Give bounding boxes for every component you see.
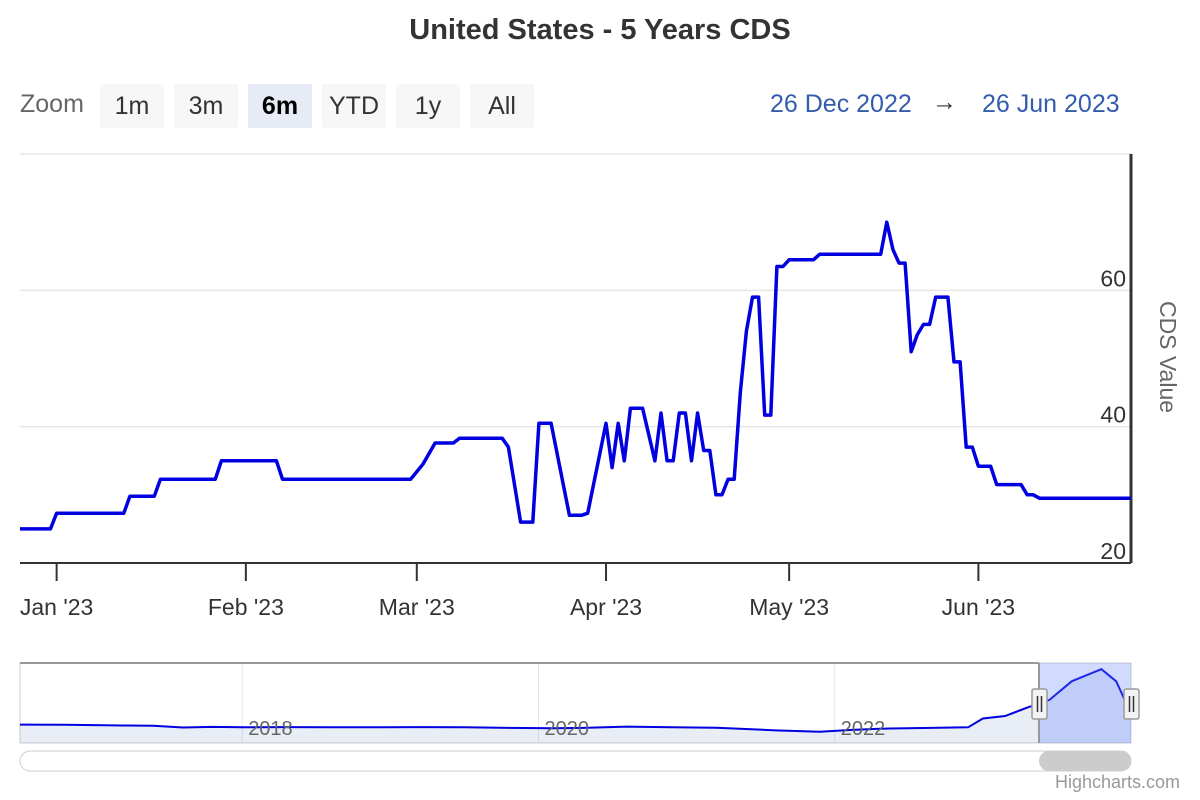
navigator-labels: 2018 2020 2022 — [248, 718, 885, 740]
y-axis-ticks: 20 40 60 — [1100, 265, 1126, 564]
navigator-outline — [19, 662, 1132, 744]
zoom-6m-button[interactable]: 6m — [248, 84, 312, 128]
x-tick-label: Jun '23 — [942, 594, 1015, 620]
grid-lines — [20, 153, 1131, 428]
x-tick-label: Apr '23 — [570, 594, 642, 620]
x-tick-label: Mar '23 — [379, 594, 455, 620]
navigator-year-label: 2020 — [544, 718, 589, 740]
scrollbar-thumb[interactable] — [1039, 751, 1131, 771]
y-tick-label: 60 — [1100, 265, 1126, 291]
y-axis-title: CDS Value — [1155, 301, 1181, 413]
range-to-input[interactable]: 26 Jun 2023 — [982, 90, 1120, 118]
range-from-input[interactable]: 26 Dec 2022 — [770, 90, 912, 118]
navigator-year-label: 2022 — [841, 718, 886, 740]
zoom-all-button[interactable]: All — [470, 84, 534, 128]
x-tick-label: May '23 — [749, 594, 829, 620]
navigator-right-handle[interactable] — [1123, 688, 1140, 720]
zoom-3m-button[interactable]: 3m — [174, 84, 238, 128]
zoom-ytd-button[interactable]: YTD — [322, 84, 386, 128]
zoom-1m-button[interactable]: 1m — [100, 84, 164, 128]
navigator-grid — [241, 663, 836, 743]
y-tick-label: 40 — [1100, 402, 1126, 428]
navigator-year-label: 2018 — [248, 718, 293, 740]
navigator[interactable]: 2018 2020 2022 — [19, 662, 1140, 744]
highcharts-credit[interactable]: Highcharts.com — [1054, 772, 1180, 792]
navigator-left-handle[interactable] — [1031, 688, 1048, 720]
zoom-1y-button[interactable]: 1y — [396, 84, 460, 128]
x-tick-label: Feb '23 — [208, 594, 284, 620]
scrollbar-track[interactable] — [19, 750, 1132, 772]
scrollbar[interactable] — [19, 750, 1132, 772]
navigator-selection[interactable] — [1039, 663, 1131, 743]
y-tick-label: 20 — [1100, 538, 1126, 564]
zoom-label: Zoom — [20, 90, 84, 118]
series-line — [20, 220, 1131, 531]
x-axis-ticks: Jan '23 Feb '23 Mar '23 Apr '23 May '23 Jun '… — [20, 563, 1015, 620]
x-tick-label: Jan '23 — [20, 594, 93, 620]
chart-title: United States - 5 Years CDS — [409, 14, 791, 46]
range-arrow: → — [932, 88, 957, 116]
